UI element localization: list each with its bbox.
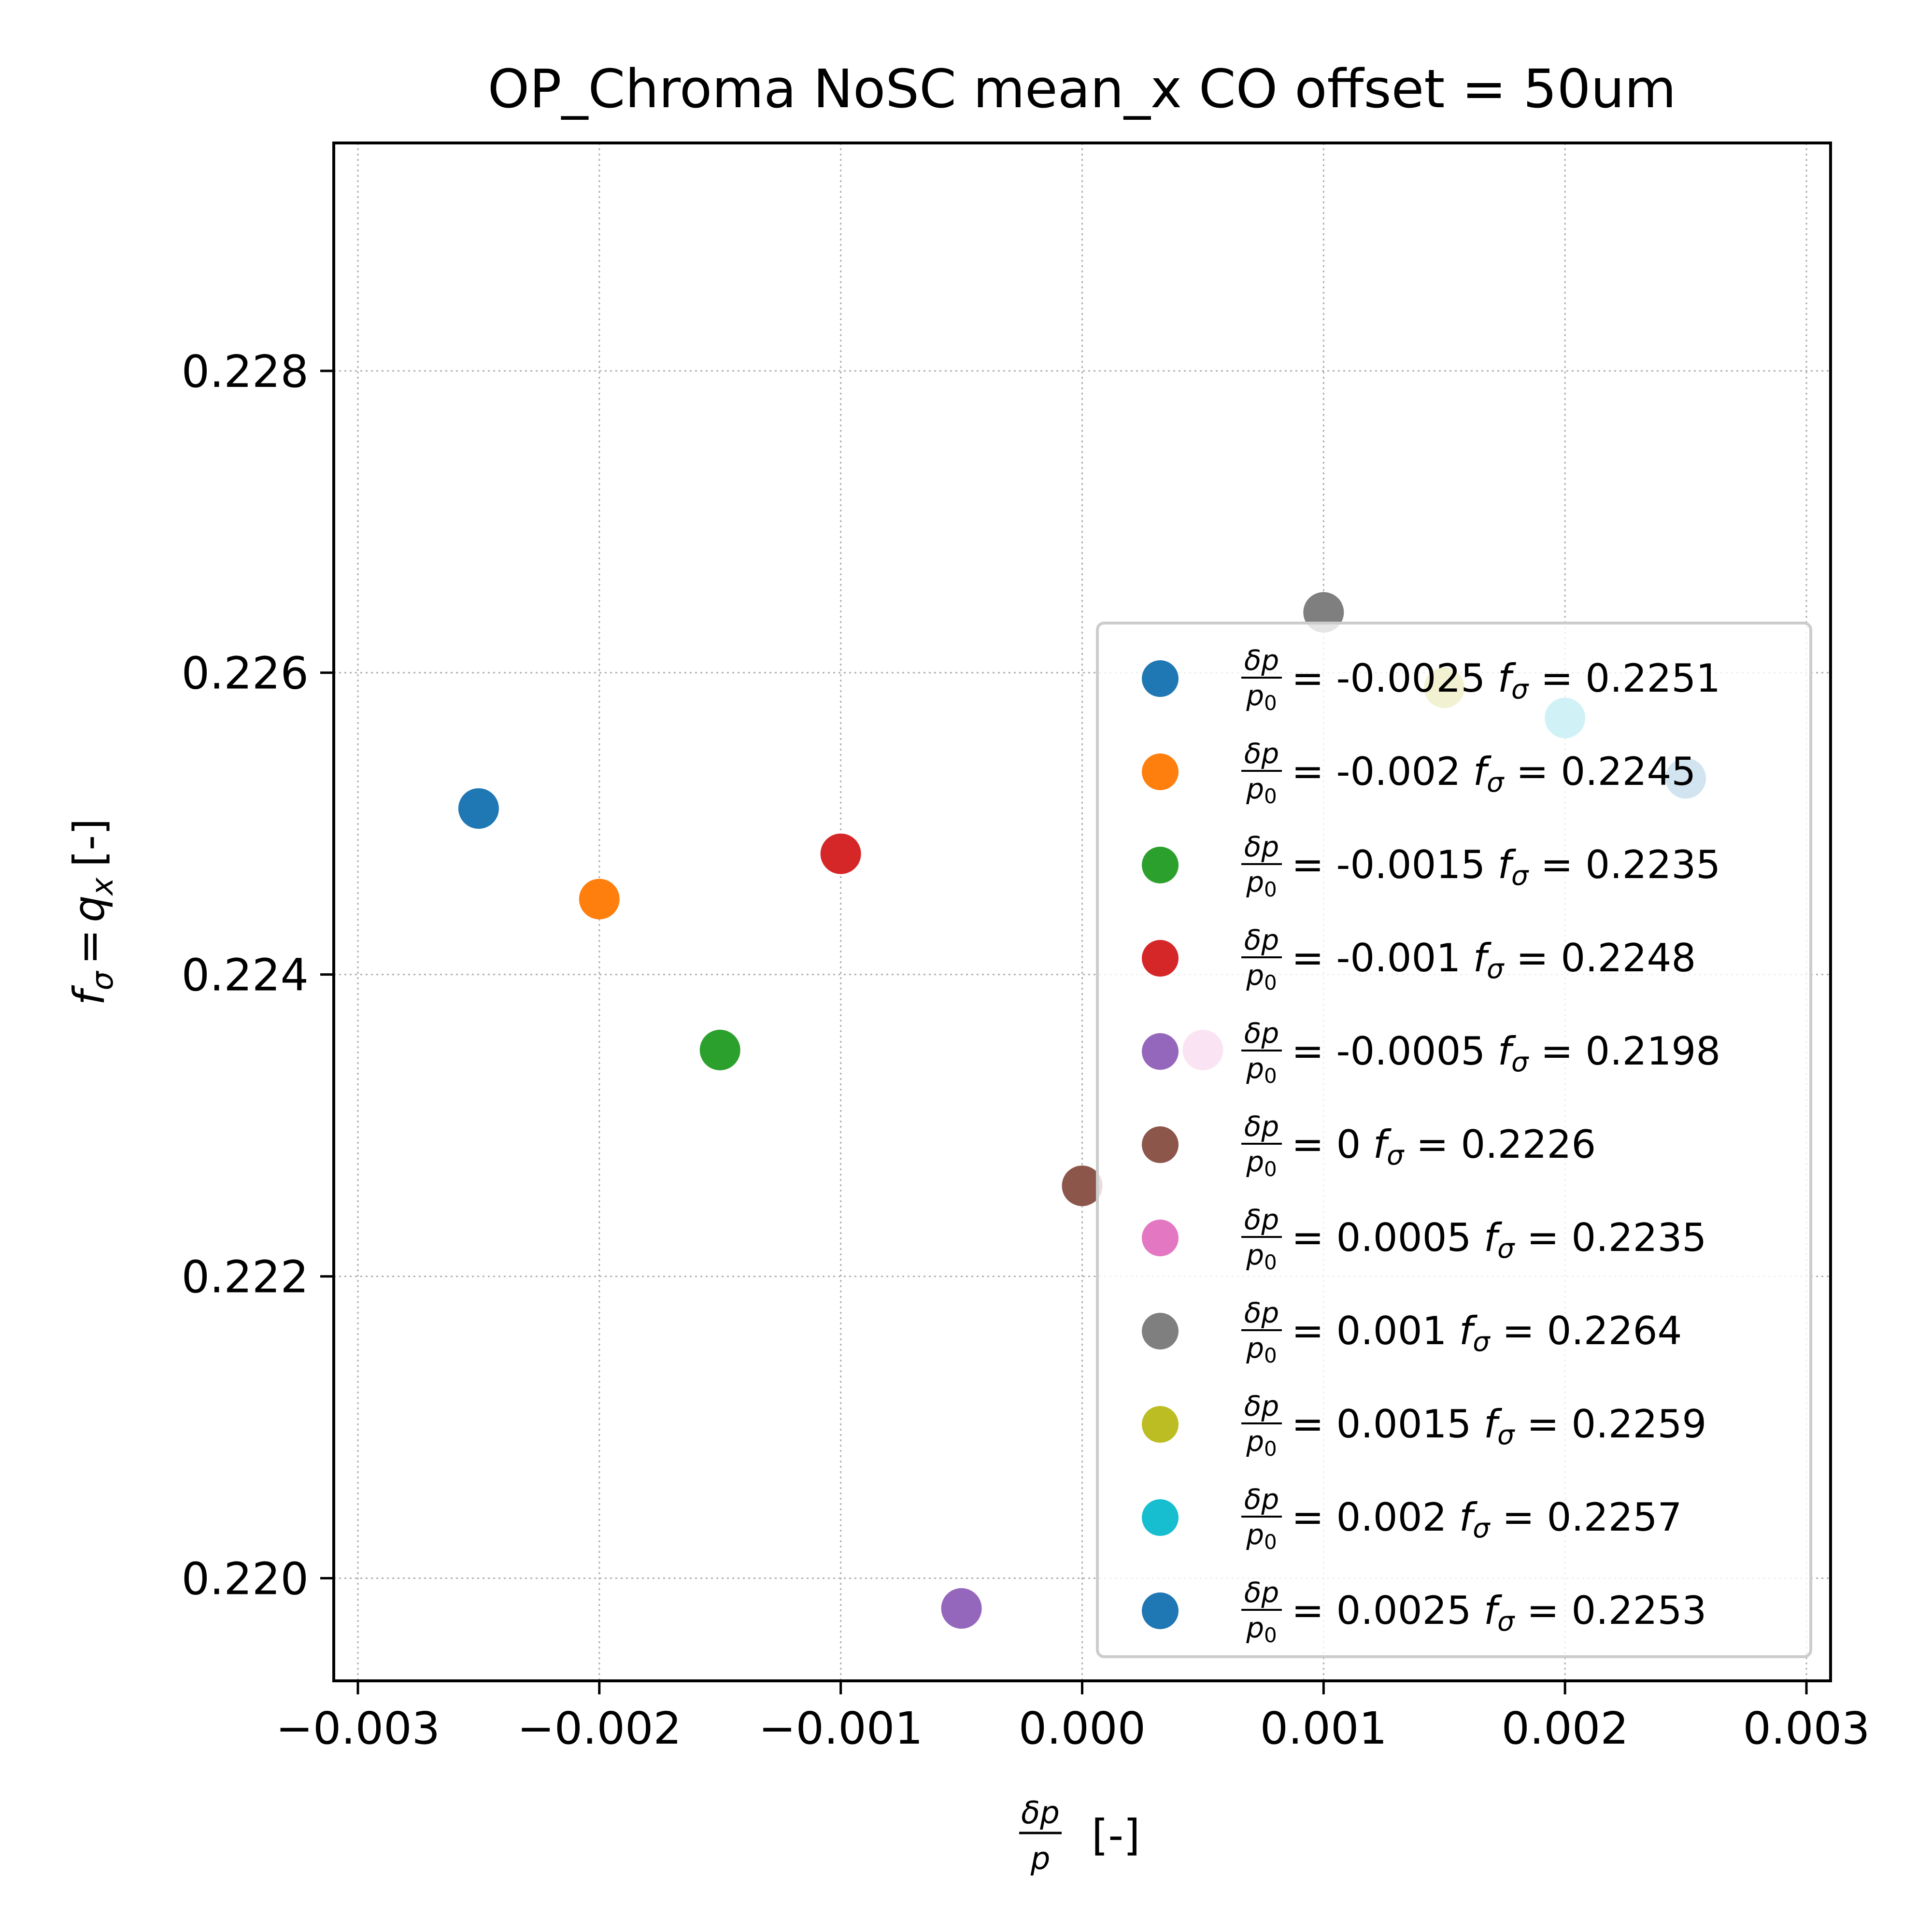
legend-label: = 0.0005 fσ = 0.2235 xyxy=(1292,1215,1706,1264)
legend-label: = 0.002 fσ = 0.2257 xyxy=(1292,1495,1682,1544)
legend-label: = -0.002 fσ = 0.2245 xyxy=(1292,749,1696,798)
data-point xyxy=(579,879,620,920)
y-tick-label: 0.224 xyxy=(182,950,309,1001)
legend-frac-numerator: δp xyxy=(1244,1296,1279,1329)
x-axis-label: δp p [-] xyxy=(1019,1795,1140,1877)
y-axis-label-x: x xyxy=(85,877,120,896)
legend-label: = 0.0015 fσ = 0.2259 xyxy=(1292,1402,1706,1451)
legend-marker xyxy=(1142,940,1179,977)
legend-marker xyxy=(1142,847,1179,883)
legend-label: = 0 fσ = 0.2226 xyxy=(1292,1122,1596,1171)
y-tick-label: 0.226 xyxy=(182,648,309,699)
legend-frac-denominator: p0 xyxy=(1246,1611,1277,1647)
legend-frac-numerator: δp xyxy=(1244,1110,1279,1143)
data-point xyxy=(820,833,861,874)
data-point xyxy=(458,788,499,829)
x-axis-label-unit: [-] xyxy=(1092,1810,1140,1860)
x-tick-label: 0.001 xyxy=(1260,1703,1387,1754)
y-tick-label: 0.220 xyxy=(182,1553,309,1605)
x-tick-label: 0.002 xyxy=(1501,1703,1628,1754)
data-point xyxy=(1062,1165,1103,1207)
legend-marker xyxy=(1142,1313,1179,1350)
data-point xyxy=(941,1588,982,1629)
legend-marker xyxy=(1142,1499,1179,1536)
legend-marker xyxy=(1142,1220,1179,1256)
legend-frac-numerator: δp xyxy=(1244,737,1279,770)
legend-label: = 0.0025 fσ = 0.2253 xyxy=(1292,1588,1706,1637)
legend-label: = -0.0005 fσ = 0.2198 xyxy=(1292,1029,1720,1078)
x-axis-label-denominator: p xyxy=(1030,1841,1051,1877)
legend-marker xyxy=(1142,1033,1179,1070)
x-tick-label: −0.002 xyxy=(517,1703,682,1754)
legend-label: = 0.001 fσ = 0.2264 xyxy=(1292,1308,1682,1358)
legend-frac-numerator: δp xyxy=(1244,830,1279,863)
legend-frac-numerator: δp xyxy=(1244,1576,1279,1609)
y-axis-label-unit: [-] xyxy=(64,819,114,867)
data-point xyxy=(699,1029,740,1070)
legend-marker xyxy=(1142,1406,1179,1443)
y-axis-label-equals: = xyxy=(64,929,114,965)
legend-frac-denominator: p0 xyxy=(1246,1238,1277,1274)
x-tick-label: −0.001 xyxy=(758,1703,923,1754)
legend-frac-numerator: δp xyxy=(1244,1017,1279,1050)
axes-ticks: −0.003 −0.002 −0.001 0.000 0.001 0.002 0.003 0.… xyxy=(182,346,1870,1754)
legend-frac-numerator: δp xyxy=(1244,1203,1279,1236)
legend-frac-numerator: δp xyxy=(1244,644,1279,677)
legend-marker xyxy=(1142,660,1179,697)
y-tick-label: 0.228 xyxy=(182,346,309,398)
x-axis-label-numerator: δp xyxy=(1021,1795,1060,1831)
legend-label: = -0.001 fσ = 0.2248 xyxy=(1292,936,1696,985)
svg-text:fσ=qx[-]: fσ=qx[-] xyxy=(64,819,120,1006)
legend-frac-numerator: δp xyxy=(1244,1483,1279,1516)
legend-frac-numerator: δp xyxy=(1244,923,1279,956)
y-axis-label: fσ=qx[-] xyxy=(64,819,120,1006)
x-tick-label: 0.003 xyxy=(1743,1703,1870,1754)
legend-box xyxy=(1096,622,1812,1658)
chart-title: OP_Chroma NoSC mean_x CO offset = 50um xyxy=(488,58,1676,120)
legend-label: = -0.0015 fσ = 0.2235 xyxy=(1292,842,1720,892)
y-axis-label-q: q xyxy=(64,895,114,923)
legend-marker xyxy=(1142,753,1179,790)
legend-frac-numerator: δp xyxy=(1244,1390,1279,1422)
y-tick-label: 0.222 xyxy=(182,1251,309,1303)
x-tick-label: 0.000 xyxy=(1019,1703,1146,1754)
y-axis-label-sigma: σ xyxy=(85,971,120,991)
legend-marker xyxy=(1142,1126,1179,1163)
legend-marker xyxy=(1142,1592,1179,1629)
x-tick-label: −0.003 xyxy=(276,1703,440,1754)
legend-label: = -0.0025 fσ = 0.2251 xyxy=(1292,656,1720,705)
